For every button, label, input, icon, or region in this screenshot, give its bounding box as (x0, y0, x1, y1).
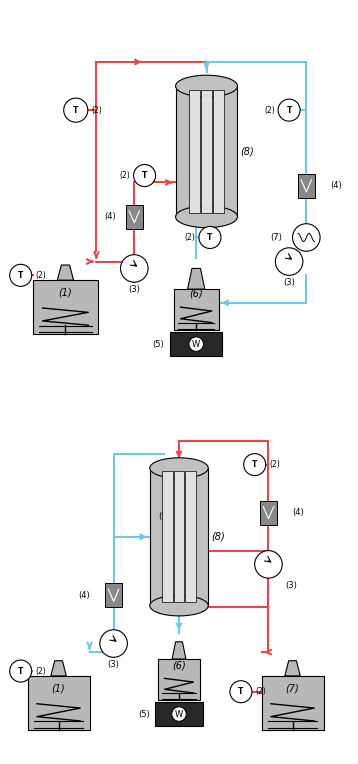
Bar (126, 205, 143, 229)
Bar (175, 86, 237, 217)
Text: (8): (8) (211, 532, 225, 542)
Bar (158, 659, 200, 701)
Circle shape (275, 248, 303, 275)
Text: (2): (2) (91, 105, 102, 115)
Text: (3): (3) (283, 277, 295, 286)
Text: (1): (1) (59, 287, 72, 297)
Text: W: W (175, 710, 183, 719)
Polygon shape (172, 642, 186, 659)
Text: (2): (2) (35, 666, 46, 675)
Text: (5): (5) (139, 710, 150, 719)
Circle shape (172, 707, 186, 721)
Text: T: T (207, 233, 213, 242)
Text: (9): (9) (159, 512, 170, 521)
Circle shape (121, 254, 148, 282)
Bar (28, 676, 90, 730)
Text: T: T (286, 105, 292, 115)
Text: T: T (142, 171, 147, 180)
Bar (33, 280, 98, 334)
Text: (7): (7) (286, 683, 299, 693)
Circle shape (64, 98, 88, 122)
Text: W: W (192, 340, 200, 348)
Circle shape (10, 264, 32, 286)
Polygon shape (188, 268, 205, 289)
Text: (3): (3) (286, 581, 297, 590)
Bar (260, 500, 277, 525)
Bar (170, 332, 222, 356)
Text: (2): (2) (264, 105, 275, 115)
Text: (4): (4) (78, 591, 90, 600)
Bar (105, 583, 122, 607)
Ellipse shape (150, 458, 208, 478)
Bar (262, 676, 324, 730)
Bar (298, 174, 315, 198)
Text: T: T (252, 460, 257, 469)
Text: T: T (18, 666, 23, 675)
Text: (2): (2) (255, 687, 266, 696)
Bar (213, 89, 224, 213)
Circle shape (255, 551, 282, 578)
Text: (4): (4) (104, 212, 116, 222)
Circle shape (292, 224, 320, 251)
Bar (185, 471, 196, 602)
Circle shape (278, 99, 300, 121)
Bar (174, 289, 219, 330)
Circle shape (244, 454, 266, 476)
Ellipse shape (175, 75, 237, 97)
Circle shape (199, 226, 221, 248)
Text: (2): (2) (269, 460, 280, 469)
Polygon shape (57, 265, 74, 280)
Bar (174, 471, 184, 602)
Circle shape (189, 337, 203, 351)
Circle shape (230, 681, 252, 703)
Text: (5): (5) (153, 340, 164, 348)
Polygon shape (285, 661, 300, 676)
Text: T: T (73, 105, 78, 115)
Text: (4): (4) (330, 181, 342, 190)
Bar (150, 468, 208, 606)
Circle shape (100, 630, 127, 657)
Text: (2): (2) (185, 233, 195, 242)
Bar (189, 89, 200, 213)
Text: (2): (2) (35, 270, 46, 280)
Ellipse shape (150, 595, 208, 616)
Text: (3): (3) (108, 659, 120, 668)
Text: (7): (7) (270, 233, 282, 242)
Text: (1): (1) (52, 683, 66, 693)
Text: T: T (238, 687, 244, 696)
Polygon shape (51, 661, 66, 676)
Bar (201, 89, 212, 213)
Bar (155, 702, 203, 726)
Bar (162, 471, 173, 602)
Circle shape (10, 660, 32, 682)
Text: (8): (8) (241, 147, 254, 157)
Text: (6): (6) (172, 660, 186, 670)
Text: (6): (6) (189, 288, 203, 298)
Text: (3): (3) (128, 284, 140, 293)
Text: (4): (4) (292, 508, 304, 517)
Text: T: T (18, 270, 23, 280)
Circle shape (134, 164, 156, 186)
Text: (2): (2) (119, 171, 130, 180)
Ellipse shape (175, 206, 237, 228)
